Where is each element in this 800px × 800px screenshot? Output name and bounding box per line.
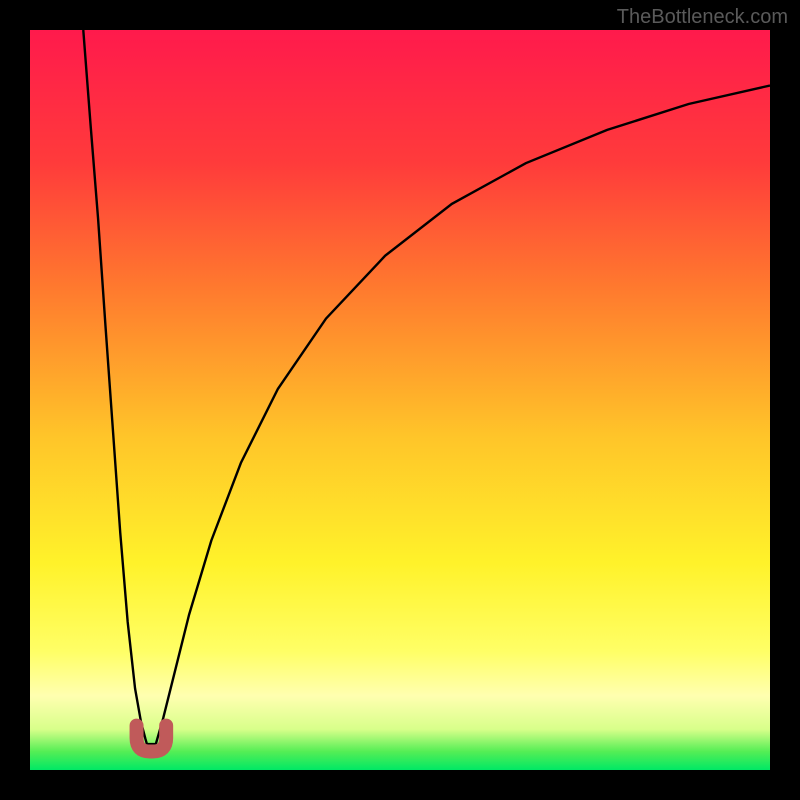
watermark-text: TheBottleneck.com [617, 6, 788, 29]
bottleneck-chart [0, 0, 800, 800]
plot-gradient-background [30, 30, 770, 770]
chart-stage: TheBottleneck.com [0, 0, 800, 800]
